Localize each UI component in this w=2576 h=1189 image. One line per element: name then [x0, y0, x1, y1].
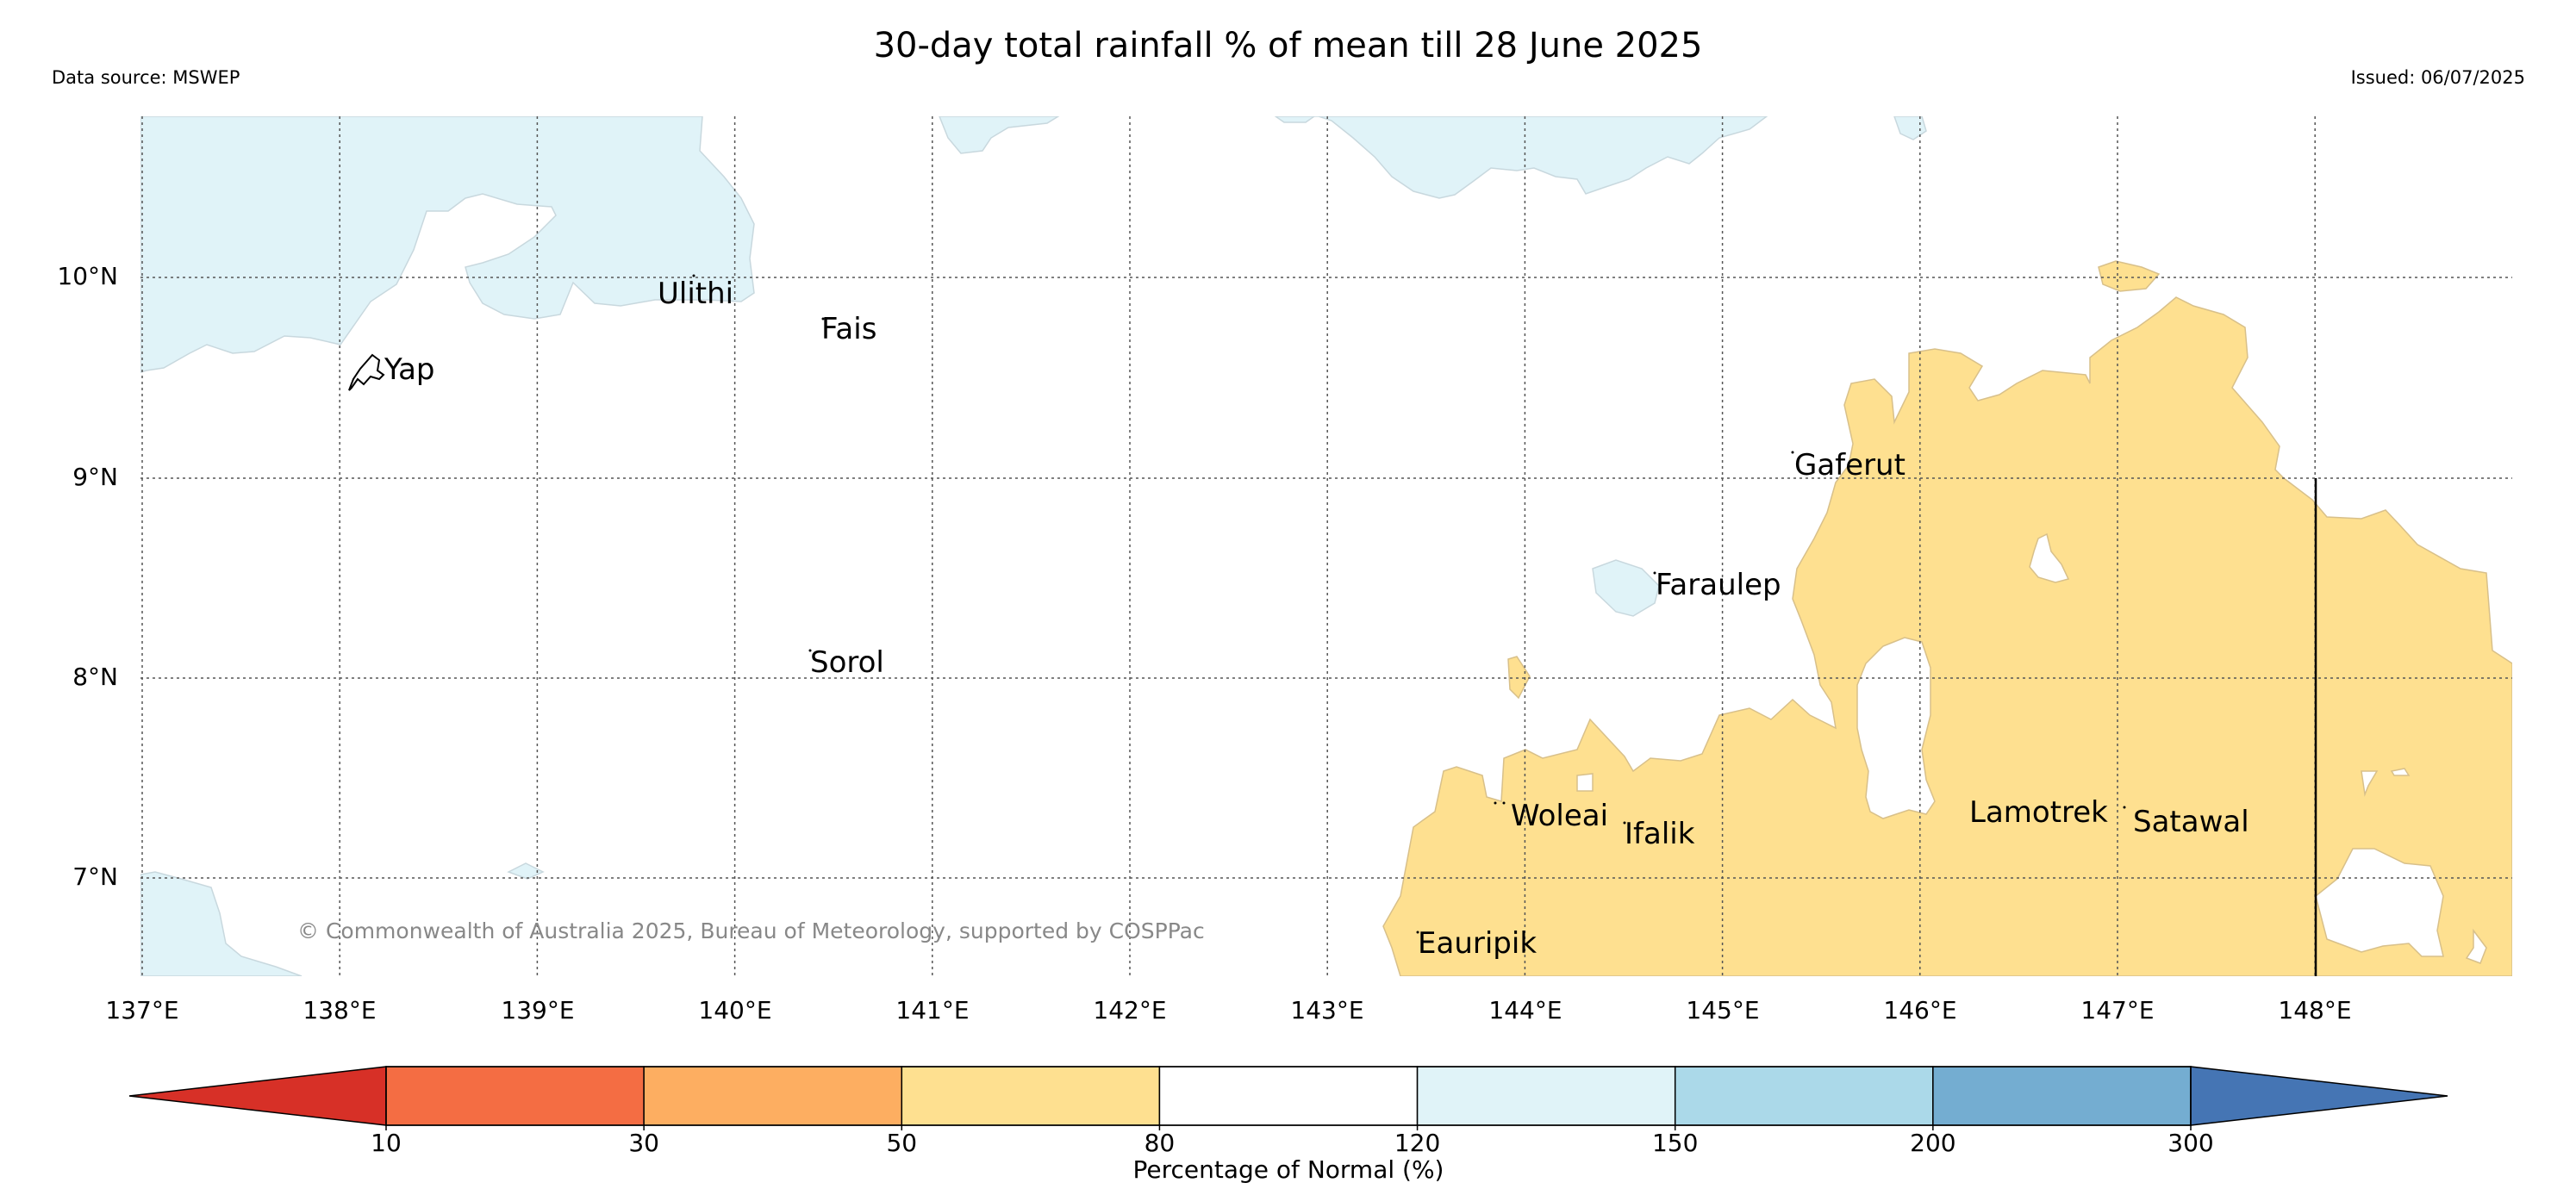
island-label-lamotrek: Lamotrek [1969, 795, 2108, 830]
normal-hole-3 [2315, 848, 2444, 957]
island-label-sorol: Sorol [810, 645, 884, 680]
wet-region-north-center [939, 116, 1060, 154]
longitude-labels: 137°E 138°E 139°E 140°E 141°E 142°E 143°… [105, 996, 2351, 1024]
wet-region-south-small [507, 862, 545, 880]
colorbar: 10 30 50 80 120 150 200 300 Percentage of Norma… [128, 1066, 2448, 1184]
data-source-label: Data source: MSWEP [52, 67, 240, 88]
colorbar-tick-label: 300 [2167, 1129, 2213, 1157]
dry-region-woleai-small [1507, 656, 1531, 700]
issued-date-label: Issued: 06/07/2025 [2350, 67, 2525, 88]
island-label-yap: Yap [384, 352, 435, 387]
colorbar-segment [643, 1066, 903, 1126]
lon-label-137e: 137°E [105, 996, 178, 1024]
colorbar-tick-label: 80 [1145, 1129, 1176, 1157]
island-labels: Ulithi Fais Yap Gaferut Faraulep Sorol W… [384, 277, 2249, 961]
normal-hole-2 [2029, 532, 2070, 583]
dry-region-north-small [2098, 260, 2161, 292]
wet-region-north-east [1276, 116, 1768, 199]
colorbar-tick-label: 200 [1910, 1129, 1955, 1157]
copyright-notice: © Commonwealth of Australia 2025, Bureau… [297, 918, 1205, 943]
wet-region-north-small [1274, 116, 1316, 123]
lat-label-10n: 10°N [57, 262, 118, 290]
colorbar-segment [1674, 1066, 1934, 1126]
island-label-gaferut: Gaferut [1794, 448, 1905, 482]
island-label-faraulep: Faraulep [1656, 568, 1781, 602]
lon-label-142e: 142°E [1093, 996, 1166, 1024]
lon-label-147e: 147°E [2080, 996, 2154, 1024]
lon-label-143e: 143°E [1290, 996, 1363, 1024]
colorbar-segment [1158, 1066, 1419, 1126]
normal-hole-5 [2390, 768, 2411, 776]
island-label-satawal: Satawal [2133, 805, 2249, 839]
normal-hole-1 [1856, 637, 1936, 819]
lon-label-148e: 148°E [2278, 996, 2351, 1024]
colorbar-segment [385, 1066, 645, 1126]
island-label-eauripik: Eauripik [1418, 926, 1537, 961]
wet-region-northwest [140, 116, 755, 373]
lon-label-144e: 144°E [1488, 996, 1562, 1024]
colorbar-segment [1416, 1066, 1676, 1126]
wet-region-southwest [140, 871, 303, 976]
colorbar-segment [1932, 1066, 2192, 1126]
colorbar-title: Percentage of Normal (%) [1133, 1155, 1444, 1184]
colorbar-tick-label: 30 [628, 1129, 659, 1157]
colorbar-extend-low [128, 1066, 387, 1126]
lon-label-140e: 140°E [698, 996, 771, 1024]
colorbar-tick-label: 50 [886, 1129, 917, 1157]
latitude-labels: 10°N 9°N 8°N 7°N [57, 262, 118, 891]
colorbar-extend-high [2190, 1066, 2448, 1126]
colorbar-tick-label: 150 [1652, 1129, 1698, 1157]
lon-label-145e: 145°E [1686, 996, 1759, 1024]
lon-label-141e: 141°E [895, 996, 969, 1024]
lat-label-7n: 7°N [72, 862, 118, 891]
colorbar-frame [385, 1066, 2192, 1126]
lon-label-138e: 138°E [303, 996, 376, 1024]
lon-label-146e: 146°E [1883, 996, 1956, 1024]
colorbar-tick-label: 10 [371, 1129, 402, 1157]
map-title: 30-day total rainfall % of mean till 28 … [873, 26, 1703, 65]
lat-label-9n: 9°N [72, 463, 118, 491]
island-label-ulithi: Ulithi [658, 277, 733, 311]
normal-hole-6 [1576, 773, 1594, 792]
colorbar-segment [901, 1066, 1161, 1126]
normal-hole-7 [2465, 928, 2487, 964]
island-label-ifalik: Ifalik [1625, 817, 1695, 851]
island-label-woleai: Woleai [1511, 799, 1608, 833]
normal-hole-4 [2361, 770, 2379, 797]
island-markers [692, 274, 2126, 934]
yap-island-outline [348, 353, 385, 391]
lon-label-139e: 139°E [501, 996, 574, 1024]
dry-region-east [1382, 296, 2512, 976]
wet-region-faraulep [1592, 559, 1660, 617]
lat-label-8n: 8°N [72, 663, 118, 691]
colorbar-tick-label: 120 [1394, 1129, 1440, 1157]
island-label-fais: Fais [821, 312, 876, 346]
